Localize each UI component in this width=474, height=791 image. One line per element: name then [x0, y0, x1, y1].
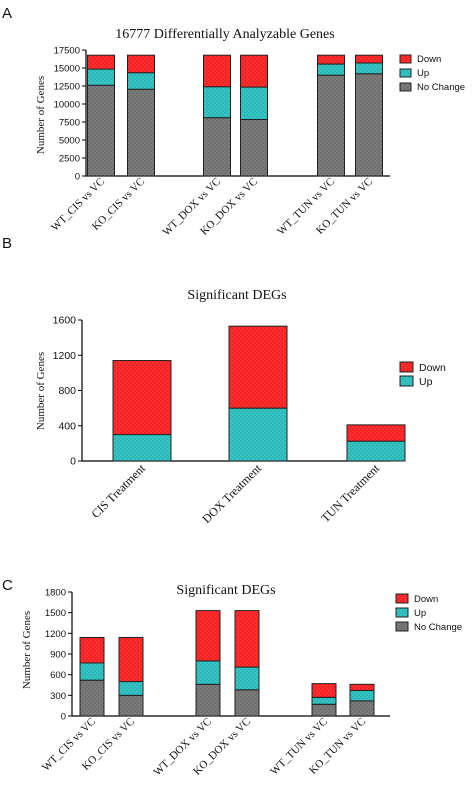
chart-a-bar-texture: [87, 55, 115, 70]
chart-a-bar-texture: [127, 72, 155, 90]
chart-c-ytick-label: 900: [50, 650, 66, 661]
chart-a-legend-swatch-texture: [400, 55, 411, 63]
chart-c-bar-texture: [235, 689, 259, 716]
chart-a-legend-swatch-texture: [400, 83, 411, 91]
panel-label-c: C: [2, 577, 13, 594]
chart-a-bar-texture: [203, 55, 231, 87]
chart-a-ytick-label: 7500: [59, 118, 80, 129]
chart-b-ytick-label: 800: [58, 385, 76, 397]
panel-label-b: B: [2, 235, 12, 252]
chart-b-ytick-label: 0: [70, 456, 76, 468]
chart-c-bar-texture: [196, 684, 220, 716]
chart-a-bar-texture: [355, 55, 383, 63]
chart-a-legend-label-up: Up: [417, 68, 429, 79]
chart-a-bar-texture: [240, 87, 268, 120]
chart-b-ylabel: Number of Genes: [35, 352, 47, 430]
chart-a-bar-texture: [240, 55, 268, 88]
chart-c-legend-swatch-texture: [396, 608, 408, 617]
chart-b: Significant DEGs Number of Genes 0 400 800…: [35, 288, 446, 526]
chart-c-ytick-label: 1800: [45, 588, 66, 599]
chart-b-bar-texture: [113, 360, 171, 435]
chart-a-ytick-label: 10000: [54, 100, 80, 111]
chart-b-bar-texture: [229, 326, 287, 409]
chart-c-ytick-label: 1200: [45, 629, 66, 640]
chart-a-ytick-label: 2500: [59, 154, 80, 165]
chart-b-category-label: TUN Treatment: [318, 461, 382, 525]
chart-a-bar-texture: [203, 117, 231, 176]
chart-a-bar-texture: [355, 62, 383, 74]
chart-a-ytick-label: 5000: [59, 136, 80, 147]
chart-c-bar-texture: [312, 697, 336, 705]
chart-b-bar-texture: [229, 408, 287, 461]
chart-b-bar-texture: [113, 434, 171, 461]
chart-c-legend-label-no-change: No Change: [414, 622, 462, 633]
chart-a: 16777 Differentially Analyzable Genes Nu…: [35, 27, 465, 238]
chart-c-bar-texture: [350, 684, 374, 691]
chart-c-ytick-label: 300: [50, 691, 66, 702]
chart-a-title: 16777 Differentially Analyzable Genes: [115, 27, 334, 42]
chart-c-bar-texture: [196, 660, 220, 685]
chart-c-bar-texture: [312, 704, 336, 716]
chart-a-bar-texture: [87, 85, 115, 176]
chart-a-bar-texture: [87, 69, 115, 86]
chart-b-legend-swatch-texture: [400, 362, 413, 372]
chart-a-bar-texture: [317, 55, 345, 65]
chart-b-category-label: CIS Treatment: [88, 461, 148, 521]
chart-a-bar-texture: [240, 119, 268, 176]
chart-c-bar-texture: [350, 690, 374, 701]
chart-a-ytick-label: 15000: [54, 64, 80, 75]
chart-c-ylabel: Number of Genes: [21, 611, 33, 689]
chart-a-bar-texture: [317, 75, 345, 176]
chart-b-ytick-label: 400: [58, 420, 76, 432]
chart-c-bar-texture: [235, 610, 259, 668]
chart-a-bar-texture: [203, 86, 231, 118]
chart-a-bar-texture: [127, 89, 155, 176]
chart-c-bar-texture: [196, 610, 220, 661]
chart-b-ytick-label: 1600: [53, 315, 77, 327]
chart-b-ytick-label: 1200: [53, 350, 77, 362]
chart-c-legend-label-up: Up: [414, 608, 426, 619]
chart-b-legend-label-up: Up: [419, 376, 433, 388]
chart-c-bar-texture: [312, 683, 336, 698]
chart-c-ytick-label: 0: [61, 712, 66, 723]
chart-c-bar-texture: [350, 700, 374, 716]
chart-a-legend-label-down: Down: [417, 54, 441, 65]
chart-a-ytick-label: 17500: [54, 46, 80, 57]
chart-c-ytick-label: 1500: [45, 608, 66, 619]
chart-c-bar-texture: [119, 695, 143, 716]
chart-a-bar-texture: [355, 73, 383, 176]
chart-c-legend-label-down: Down: [414, 594, 438, 605]
chart-a-ylabel: Number of Genes: [35, 76, 47, 154]
chart-c-ytick-label: 600: [50, 670, 66, 681]
chart-b-legend-swatch-texture: [400, 376, 413, 386]
chart-c-bar-texture: [235, 667, 259, 690]
chart-a-ytick-label: 12500: [54, 82, 80, 93]
chart-b-title: Significant DEGs: [187, 288, 286, 303]
chart-a-legend-label-no-change: No Change: [417, 82, 465, 93]
chart-b-bar-texture: [347, 441, 405, 461]
chart-b-legend-label-down: Down: [419, 362, 446, 374]
chart-c-bar-texture: [119, 637, 143, 682]
chart-a-bar-texture: [317, 64, 345, 76]
chart-c: Significant DEGs Number of Genes 0 300 600…: [21, 583, 462, 778]
chart-a-legend-swatch-texture: [400, 69, 411, 77]
chart-a-bar-texture: [127, 55, 155, 73]
chart-c-bar-texture: [119, 681, 143, 696]
chart-b-bar-texture: [347, 424, 405, 442]
chart-c-legend-swatch-texture: [396, 594, 408, 603]
chart-c-legend-swatch-texture: [396, 622, 408, 631]
chart-c-bar-texture: [80, 662, 104, 681]
chart-b-category-label: DOX Treatment: [199, 461, 264, 526]
chart-c-bar-texture: [80, 680, 104, 716]
chart-c-title: Significant DEGs: [176, 583, 275, 598]
panel-label-a: A: [2, 5, 12, 22]
chart-a-ytick-label: 0: [75, 172, 80, 183]
chart-c-bar-texture: [80, 637, 104, 663]
